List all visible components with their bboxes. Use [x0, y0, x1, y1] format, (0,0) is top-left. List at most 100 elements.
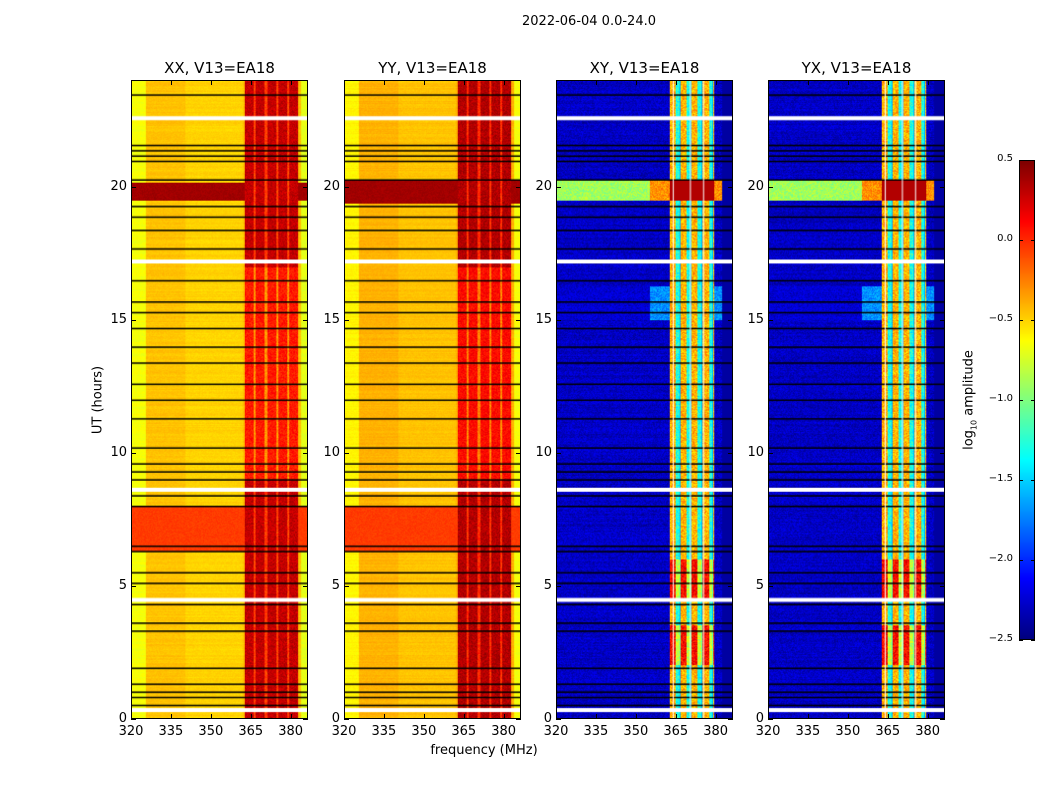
x-tick-label: 380 — [491, 724, 517, 739]
x-tick-mark — [635, 714, 637, 719]
x-tick-label: 365 — [663, 724, 689, 739]
x-tick-mark — [675, 80, 677, 85]
colorbar-tick-mark — [1019, 320, 1023, 321]
heatmap-panel — [556, 80, 733, 719]
y-tick-mark — [768, 319, 773, 321]
x-tick-mark — [595, 714, 597, 719]
y-tick-mark — [344, 719, 349, 720]
y-tick-mark — [768, 719, 773, 720]
x-tick-mark — [768, 80, 769, 85]
y-tick-mark — [303, 319, 308, 321]
y-tick-mark — [556, 452, 561, 454]
heatmap-panel — [344, 80, 521, 719]
y-tick-label: 5 — [543, 577, 552, 593]
colorbar-tick-mark — [1031, 560, 1035, 561]
y-tick-mark — [728, 319, 733, 321]
x-tick-mark — [635, 80, 637, 85]
y-tick-label: 5 — [755, 577, 764, 593]
x-tick-mark — [423, 714, 425, 719]
figure-title: 2022-06-04 0.0-24.0 — [522, 14, 656, 29]
colorbar-tick-mark — [1031, 640, 1035, 641]
y-tick-mark — [728, 186, 733, 188]
y-tick-mark — [131, 452, 136, 454]
y-tick-mark — [131, 585, 136, 587]
colorbar-tick-mark — [1031, 160, 1035, 161]
heatmap-image — [769, 81, 944, 718]
x-tick-mark — [344, 80, 345, 85]
panel-title: YY, V13=EA18 — [378, 59, 487, 77]
x-tick-label: 365 — [238, 724, 264, 739]
y-tick-label: 20 — [323, 178, 340, 194]
colorbar-tick-mark — [1031, 480, 1035, 481]
heatmap-panel — [768, 80, 945, 719]
colorbar-tick-label: −0.5 — [988, 313, 1013, 324]
x-tick-label: 350 — [623, 724, 649, 739]
panel-title: YX, V13=EA18 — [801, 59, 912, 77]
x-tick-label: 350 — [198, 724, 224, 739]
y-axis-label: UT (hours) — [90, 365, 106, 435]
colorbar-tick-mark — [1031, 240, 1035, 241]
y-tick-mark — [516, 186, 521, 188]
y-tick-label: 15 — [323, 311, 340, 327]
y-tick-label: 15 — [110, 311, 127, 327]
y-tick-mark — [556, 186, 561, 188]
y-tick-label: 10 — [747, 444, 764, 460]
x-tick-mark — [290, 80, 292, 85]
x-tick-mark — [250, 80, 252, 85]
y-tick-mark — [516, 585, 521, 587]
x-tick-mark — [927, 80, 929, 85]
x-tick-label: 335 — [371, 724, 397, 739]
x-tick-mark — [463, 80, 465, 85]
x-tick-mark — [131, 714, 132, 719]
y-tick-mark — [131, 186, 136, 188]
colorbar-tick-mark — [1019, 560, 1023, 561]
x-tick-mark — [383, 80, 385, 85]
x-tick-mark — [423, 80, 425, 85]
y-tick-mark — [344, 585, 349, 587]
y-tick-mark — [344, 186, 349, 188]
x-tick-mark — [595, 80, 597, 85]
y-tick-mark — [768, 585, 773, 587]
y-tick-label: 20 — [535, 178, 552, 194]
y-tick-mark — [516, 452, 521, 454]
colorbar-tick-mark — [1019, 400, 1023, 401]
y-tick-mark — [131, 719, 136, 720]
x-tick-label: 350 — [835, 724, 861, 739]
x-tick-label: 335 — [158, 724, 184, 739]
y-tick-mark — [131, 319, 136, 321]
x-tick-mark — [556, 714, 557, 719]
x-tick-mark — [807, 80, 809, 85]
y-tick-label: 15 — [535, 311, 552, 327]
colorbar-tick-label: 0.5 — [997, 153, 1013, 164]
y-tick-mark — [516, 319, 521, 321]
y-tick-label: 10 — [535, 444, 552, 460]
heatmap-image — [345, 81, 520, 718]
x-tick-mark — [344, 714, 345, 719]
y-tick-mark — [768, 452, 773, 454]
y-tick-label: 0 — [331, 711, 340, 726]
x-tick-label: 335 — [795, 724, 821, 739]
y-tick-mark — [303, 719, 308, 720]
y-tick-mark — [344, 452, 349, 454]
x-tick-mark — [250, 714, 252, 719]
y-tick-label: 5 — [331, 577, 340, 593]
x-tick-mark — [131, 80, 132, 85]
colorbar-tick-mark — [1031, 320, 1035, 321]
y-tick-mark — [556, 719, 561, 720]
x-tick-label: 320 — [755, 724, 781, 739]
y-tick-mark — [344, 319, 349, 321]
colorbar-tick-label: −1.0 — [988, 393, 1013, 404]
x-tick-mark — [170, 714, 172, 719]
colorbar-tick-mark — [1019, 640, 1023, 641]
x-tick-mark — [927, 714, 929, 719]
x-tick-mark — [715, 714, 717, 719]
heatmap-image — [557, 81, 732, 718]
heatmap-image — [132, 81, 307, 718]
x-tick-mark — [210, 80, 212, 85]
y-tick-mark — [556, 319, 561, 321]
y-tick-label: 15 — [747, 311, 764, 327]
x-tick-label: 365 — [451, 724, 477, 739]
y-tick-label: 0 — [755, 711, 764, 726]
y-tick-mark — [768, 186, 773, 188]
